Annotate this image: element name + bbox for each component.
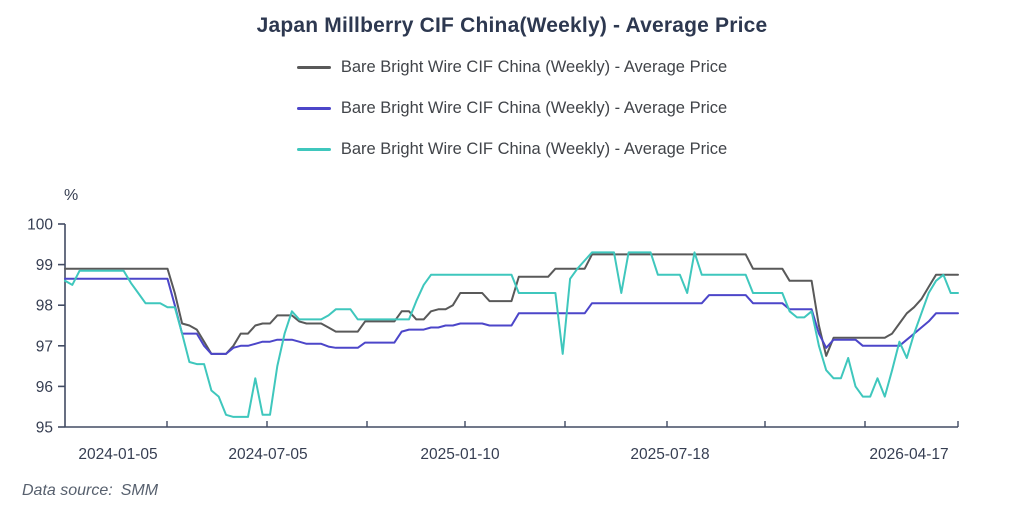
legend-line-icon — [296, 147, 331, 152]
legend-label-3: Bare Bright Wire CIF China (Weekly) - Av… — [340, 140, 728, 158]
data-source-value: SMM — [120, 482, 159, 499]
svg-text:98: 98 — [36, 298, 53, 315]
svg-text:97: 97 — [36, 338, 53, 355]
legend-item-2[interactable]: Bare Bright Wire CIF China (Weekly) - Av… — [296, 99, 728, 118]
legend-item-3[interactable]: Bare Bright Wire CIF China (Weekly) - Av… — [296, 140, 728, 159]
legend-label-1: Bare Bright Wire CIF China (Weekly) - Av… — [340, 58, 728, 76]
legend-item-1[interactable]: Bare Bright Wire CIF China (Weekly) - Av… — [296, 58, 728, 77]
svg-text:2024-01-05: 2024-01-05 — [78, 446, 157, 463]
data-source: Data source: SMM — [22, 482, 166, 500]
svg-text:2025-01-10: 2025-01-10 — [420, 446, 500, 463]
y-axis-unit: % — [64, 187, 79, 204]
svg-text:99: 99 — [36, 257, 53, 274]
svg-text:100: 100 — [27, 217, 53, 234]
data-source-label: Data source: — [22, 482, 113, 499]
legend-line-icon — [296, 106, 331, 111]
svg-text:2026-04-17: 2026-04-17 — [869, 446, 948, 463]
svg-text:95: 95 — [36, 420, 53, 437]
svg-text:96: 96 — [36, 379, 53, 396]
svg-text:2024-07-05: 2024-07-05 — [228, 446, 307, 463]
chart-title: Japan Millberry CIF China(Weekly) - Aver… — [256, 14, 768, 37]
svg-text:2025-07-18: 2025-07-18 — [630, 446, 709, 463]
legend-line-icon — [296, 65, 331, 70]
legend: Bare Bright Wire CIF China (Weekly) - Av… — [0, 58, 1024, 159]
legend-label-2: Bare Bright Wire CIF China (Weekly) - Av… — [340, 99, 728, 117]
